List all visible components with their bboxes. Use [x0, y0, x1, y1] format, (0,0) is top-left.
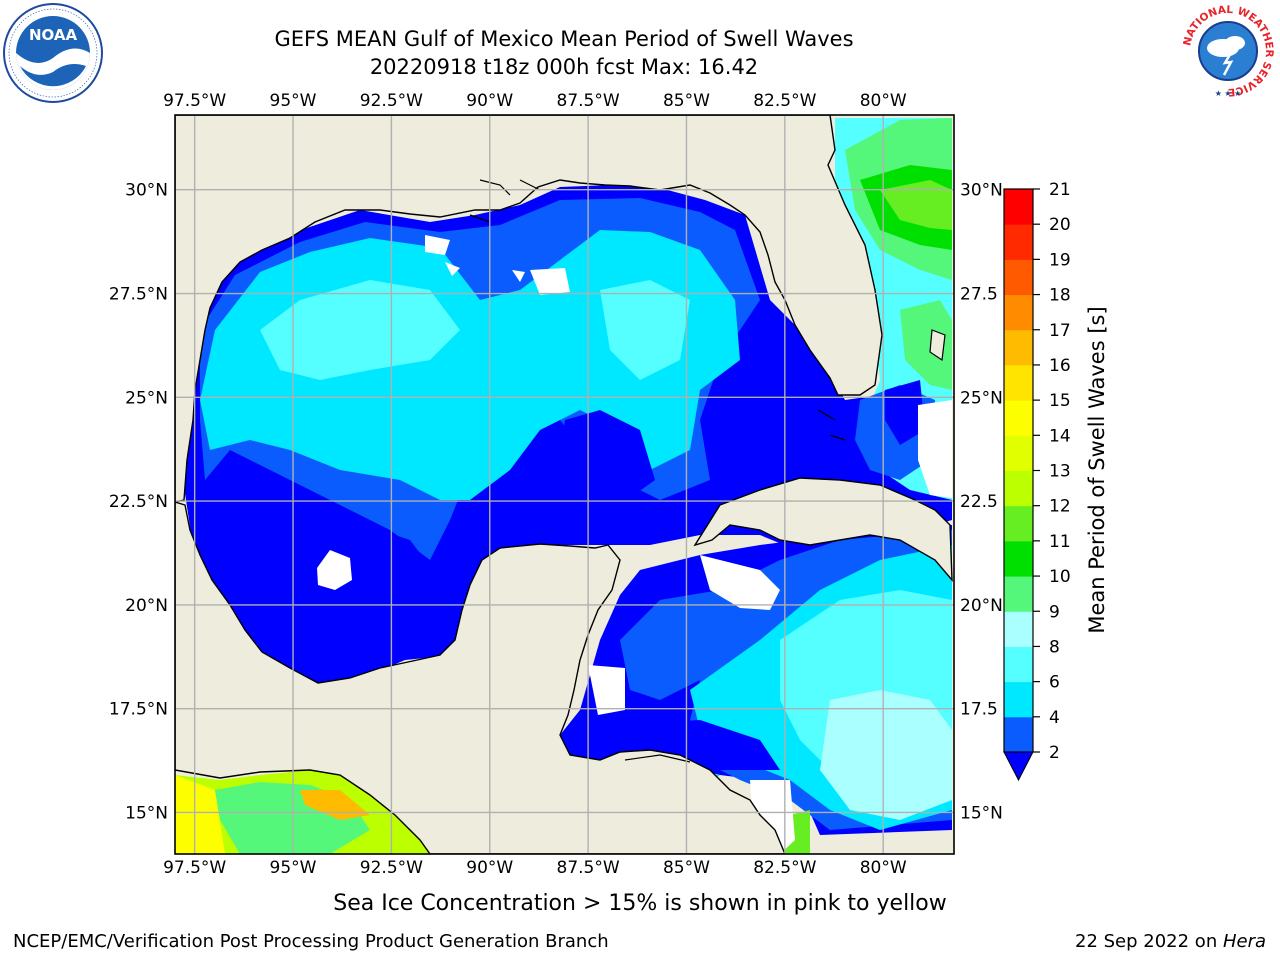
colorbar-tick-label: 13 — [1049, 462, 1071, 482]
colorbar-tick-label: 19 — [1049, 250, 1071, 270]
noaa-logo-text: NOAA — [29, 26, 78, 44]
colorbar-segment — [1004, 576, 1033, 612]
lon-label-bottom: 90°W — [466, 858, 513, 878]
colorbar-tick-label: 14 — [1049, 426, 1071, 446]
colorbar-tick-label: 15 — [1049, 391, 1071, 411]
colorbar-segment — [1004, 540, 1033, 577]
footer-date: 22 Sep 2022 on Hera — [1075, 931, 1266, 952]
colorbar-segment — [1004, 646, 1033, 683]
lon-label-top: 97.5°W — [163, 91, 226, 111]
colorbar-segment — [1004, 435, 1033, 471]
lon-label-top: 95°W — [270, 91, 317, 111]
lat-label-left: 20°N — [125, 596, 168, 616]
colorbar-segment — [1004, 259, 1033, 296]
gulf-water-light — [260, 280, 460, 380]
colorbar-tick-label: 9 — [1049, 602, 1060, 622]
colorbar-tick-label: 2 — [1049, 743, 1060, 763]
lat-label-right: 17.5 — [960, 700, 998, 720]
lat-label-right: 20°N — [960, 596, 1003, 616]
lon-label-bottom: 82.5°W — [753, 858, 816, 878]
colorbar-segment — [1004, 294, 1033, 331]
footer-host: Hera — [1222, 931, 1266, 952]
graticule — [175, 115, 954, 854]
lat-label-left: 30°N — [125, 181, 168, 201]
noaa-logo: NOAA — [2, 2, 104, 108]
colorbar-tick-label: 20 — [1049, 215, 1071, 235]
lon-label-top: 90°W — [466, 91, 513, 111]
colorbar: 2 4 6 8 9 10 11 12 13 14 15 16 17 18 19 20 21 — [1003, 180, 1071, 782]
longitude-labels-bottom: 97.5°W 95°W 92.5°W 90°W 87.5°W 85°W 82.5°W 80°W — [163, 858, 907, 878]
colorbar-segment — [1004, 224, 1033, 260]
latitude-labels-left: 30°N 27.5°N 25°N 22.5°N 20°N 17.5°N 15°N — [109, 181, 168, 824]
colorbar-tick-label: 16 — [1049, 356, 1071, 376]
map-frame — [174, 114, 955, 855]
lat-label-left: 27.5°N — [109, 285, 168, 305]
sea-ice-note: Sea Ice Concentration > 15% is shown in … — [333, 891, 947, 916]
colorbar-tick-label: 6 — [1049, 673, 1060, 693]
nws-logo: NATIONAL WEATHER SERVICE ★ ★ ★ — [1178, 1, 1278, 105]
colorbar-tick-label: 11 — [1049, 532, 1071, 552]
lat-label-right: 15°N — [960, 803, 1003, 823]
lat-label-right: 27.5 — [960, 285, 998, 305]
lon-label-top: 82.5°W — [753, 91, 816, 111]
colorbar-segment — [1004, 505, 1033, 542]
lon-label-bottom: 97.5°W — [163, 858, 226, 878]
latitude-labels-right: 30°N 27.5 25°N 22.5 20°N 17.5 15°N — [960, 181, 1003, 824]
nws-stars-icon: ★ ★ ★ — [1215, 89, 1242, 98]
colorbar-tick-label: 12 — [1049, 497, 1071, 517]
colorbar-segment — [1004, 470, 1033, 507]
lat-label-right: 25°N — [960, 388, 1003, 408]
longitude-labels-top: 97.5°W 95°W 92.5°W 90°W 87.5°W 85°W 82.5°W 80°W — [163, 91, 907, 111]
map-area — [175, 115, 954, 854]
footer-branch: NCEP/EMC/Verification Post Processing Pr… — [13, 931, 609, 952]
colorbar-tick-label: 8 — [1049, 637, 1060, 657]
colorbar-tick-label: 10 — [1049, 567, 1071, 587]
colorbar-tick-label: 18 — [1049, 286, 1071, 306]
colorbar-label: Mean Period of Swell Waves [s] — [1085, 306, 1109, 633]
colorbar-segment — [1004, 329, 1033, 366]
lon-label-bottom: 87.5°W — [557, 858, 620, 878]
colorbar-extend-arrow — [1003, 751, 1034, 782]
lon-label-top: 85°W — [663, 91, 710, 111]
lon-label-top: 92.5°W — [360, 91, 423, 111]
colorbar-segment — [1004, 681, 1033, 718]
colorbar-segment — [1004, 189, 1033, 225]
cuba-landmass — [693, 477, 953, 582]
us-landmass — [175, 115, 883, 503]
lat-label-left: 25°N — [125, 388, 168, 408]
map-subtitle: 20220918 t18z 000h fcst Max: 16.42 — [369, 55, 759, 79]
colorbar-tick-label: 4 — [1049, 708, 1060, 728]
lon-label-top: 80°W — [860, 91, 907, 111]
lon-label-bottom: 92.5°W — [360, 858, 423, 878]
lon-label-bottom: 85°W — [663, 858, 710, 878]
lat-label-right: 30°N — [960, 181, 1003, 201]
colorbar-segment — [1004, 716, 1033, 753]
colorbar-tick-label: 17 — [1049, 321, 1071, 341]
colorbar-segment — [1004, 611, 1033, 647]
mexico-landmass — [175, 501, 786, 854]
colorbar-segment — [1004, 400, 1033, 436]
map-title: GEFS MEAN Gulf of Mexico Mean Period of … — [274, 27, 854, 51]
lat-label-left: 17.5°N — [109, 700, 168, 720]
colorbar-tick-label: 21 — [1049, 180, 1071, 200]
lat-label-left: 22.5°N — [109, 492, 168, 512]
lat-label-left: 15°N — [125, 803, 168, 823]
lon-label-top: 87.5°W — [557, 91, 620, 111]
footer-date-text: 22 Sep 2022 on — [1075, 931, 1223, 952]
lon-label-bottom: 80°W — [860, 858, 907, 878]
lat-label-right: 22.5 — [960, 492, 998, 512]
lon-label-bottom: 95°W — [270, 858, 317, 878]
colorbar-segment — [1004, 364, 1033, 401]
